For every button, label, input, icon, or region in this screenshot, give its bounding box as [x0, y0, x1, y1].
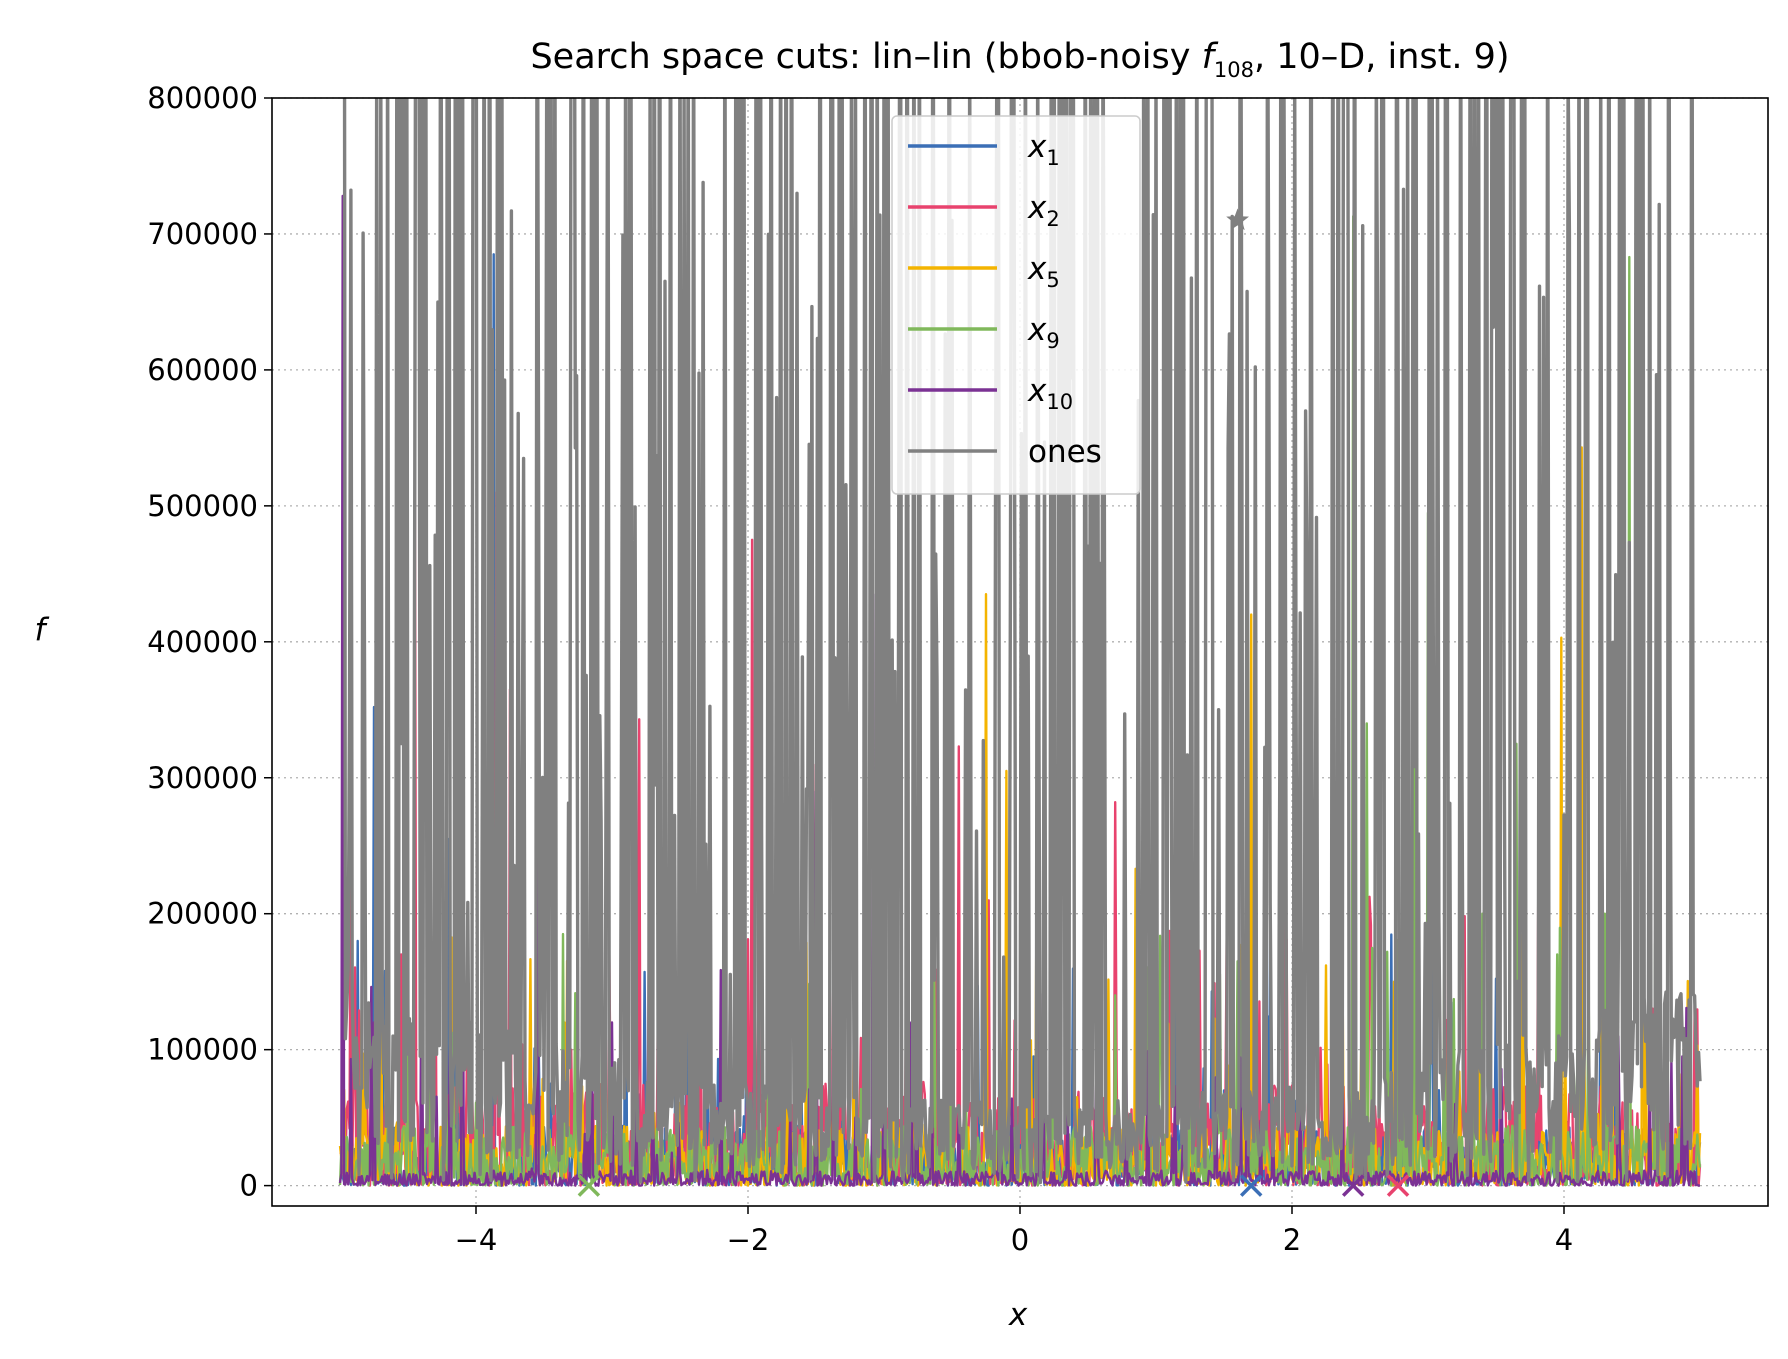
best-marker — [1226, 208, 1249, 231]
x-tick-label: −4 — [455, 1223, 498, 1257]
series-group — [338, 98, 1702, 1187]
y-tick-label: 400000 — [147, 625, 258, 659]
x-tick-label: 2 — [1283, 1223, 1301, 1257]
legend-label: x2 — [1027, 190, 1060, 231]
legend-label: x1 — [1027, 129, 1060, 170]
legend-label: x9 — [1027, 312, 1060, 353]
x-tick-label: −2 — [727, 1223, 770, 1257]
legend-box — [891, 115, 1141, 495]
legend-label: ones — [1028, 434, 1102, 470]
series-line-ones — [342, 98, 1702, 1185]
y-tick-label: 700000 — [147, 217, 258, 251]
y-ticks: 0 100000 200000 300000 400000 500000 600000 700… — [147, 81, 272, 1203]
legend: x1 x2 x5 x9 x10 ones — [891, 115, 1141, 495]
y-tick-label: 500000 — [147, 489, 258, 523]
optimum-marker — [577, 1174, 601, 1197]
markers-group — [577, 208, 1410, 1197]
x-ticks: −4 −2 0 2 4 — [455, 1206, 1573, 1257]
chart-title: Search space cuts: lin–lin (bbob-noisy f… — [530, 37, 1509, 82]
y-tick-label: 200000 — [147, 897, 258, 931]
x-tick-label: 0 — [1011, 1223, 1029, 1257]
y-tick-label: 600000 — [147, 353, 258, 387]
x-axis-label: x — [1008, 1297, 1028, 1333]
series-line-x10 — [338, 194, 1700, 1187]
optimum-marker — [1239, 1174, 1263, 1197]
y-tick-label: 300000 — [147, 761, 258, 795]
x-tick-label: 4 — [1555, 1223, 1573, 1257]
optimum-marker — [1341, 1174, 1365, 1197]
optimum-marker — [1386, 1174, 1410, 1197]
y-tick-label: 800000 — [147, 81, 258, 115]
legend-label: x5 — [1027, 251, 1060, 292]
y-tick-label: 0 — [240, 1169, 258, 1203]
legend-label: x10 — [1027, 373, 1073, 414]
y-tick-label: 100000 — [147, 1033, 258, 1067]
